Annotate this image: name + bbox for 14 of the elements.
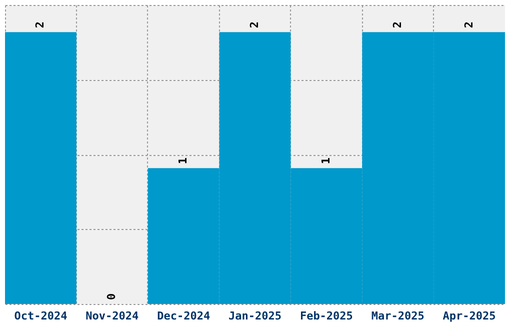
x-tick-label: Nov-2024	[86, 310, 140, 322]
x-tick-label: Feb-2025	[300, 310, 353, 322]
x-tick-label: Dec-2024	[157, 310, 210, 322]
x-tick-label: Oct-2024	[14, 310, 68, 322]
data-label: 2	[34, 22, 47, 28]
data-label: 2	[248, 22, 261, 28]
x-tick-label: Jan-2025	[228, 310, 282, 322]
data-label: 2	[390, 22, 404, 28]
data-label: 0	[105, 293, 118, 300]
x-tick-label: Mar-2025	[371, 310, 424, 322]
data-label: 2	[462, 22, 476, 28]
data-label: 1	[319, 157, 332, 164]
data-label: 1	[176, 157, 190, 164]
x-tick-label: Apr-2025	[442, 310, 496, 322]
